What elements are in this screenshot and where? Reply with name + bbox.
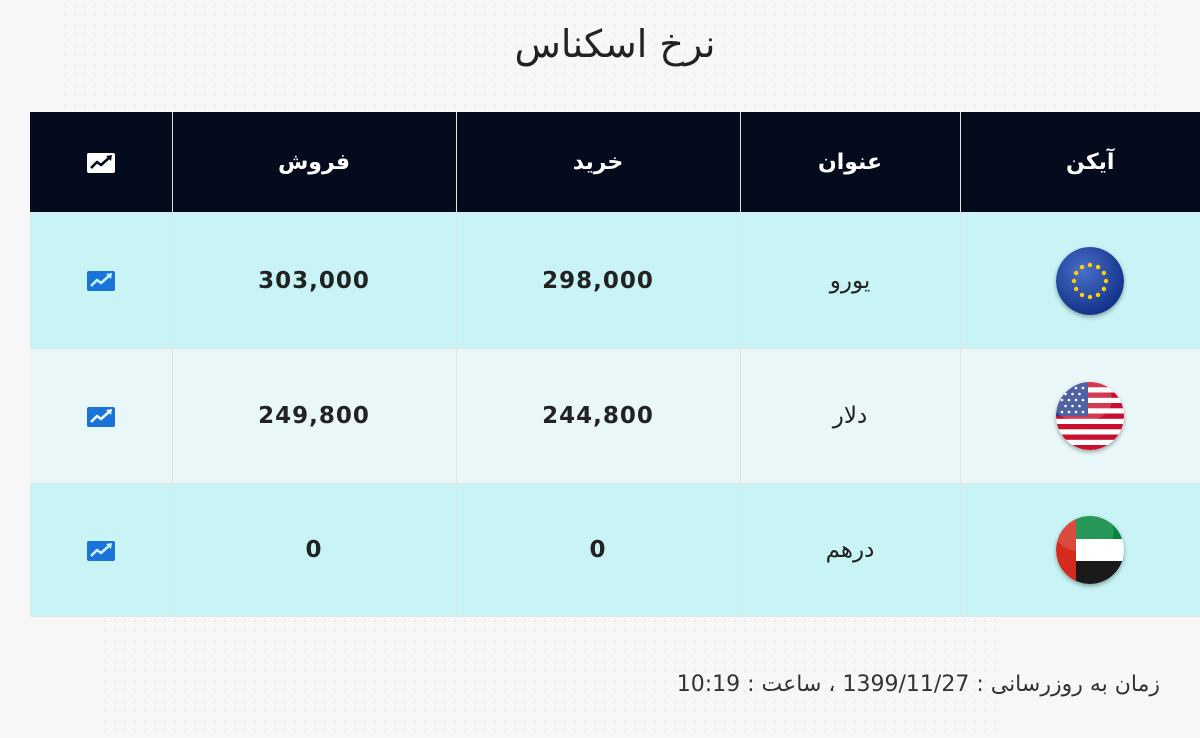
cell-chart-link[interactable] — [30, 212, 172, 349]
cell-buy: 0 — [455, 483, 740, 617]
cell-buy: 298,000 — [455, 212, 740, 349]
table-header-row: آیکن عنوان خرید فروش — [30, 112, 1200, 213]
cell-sell: 0 — [171, 483, 456, 617]
chart-trend-icon[interactable] — [86, 270, 116, 292]
column-header-title: عنوان — [739, 112, 960, 213]
cell-title: درهم — [739, 483, 960, 617]
table-row: دلار 244,800 249,800 — [30, 348, 1200, 484]
cell-title: دلار — [739, 348, 960, 484]
eu-flag-icon — [1056, 246, 1125, 315]
chart-trend-icon — [86, 152, 115, 173]
cell-sell: 249,800 — [171, 348, 456, 484]
column-header-icon: آیکن — [959, 112, 1200, 213]
column-header-buy: خرید — [455, 112, 740, 213]
table-row: یورو 298,000 303,000 — [30, 212, 1200, 349]
update-timestamp: زمان به روزرسانی : 1399/11/27 ، ساعت : 1… — [677, 672, 1160, 697]
update-prefix: زمان به روزرسانی : — [969, 672, 1160, 697]
us-flag-icon — [1056, 382, 1125, 450]
chart-trend-icon[interactable] — [86, 540, 116, 562]
update-date: 1399/11/27 — [842, 672, 970, 697]
update-time: 10:19 — [676, 672, 741, 697]
cell-icon — [959, 212, 1200, 349]
update-time-label: ساعت : — [740, 672, 822, 697]
column-header-chart — [30, 112, 172, 213]
page-title: نرخ اسکناس — [514, 22, 716, 66]
table-row: درهم 0 0 — [30, 483, 1200, 617]
cell-chart-link[interactable] — [30, 483, 172, 617]
uae-flag-icon — [1056, 516, 1125, 584]
column-header-sell: فروش — [171, 112, 456, 213]
cell-icon — [959, 483, 1200, 617]
chart-trend-icon[interactable] — [86, 406, 116, 428]
cell-icon — [959, 348, 1200, 484]
cell-buy: 244,800 — [455, 348, 740, 484]
currency-rate-table: آیکن عنوان خرید فروش — [30, 112, 1200, 617]
update-separator: ، — [821, 672, 843, 697]
cell-sell: 303,000 — [171, 212, 456, 349]
cell-chart-link[interactable] — [30, 348, 172, 484]
cell-title: یورو — [739, 212, 960, 349]
